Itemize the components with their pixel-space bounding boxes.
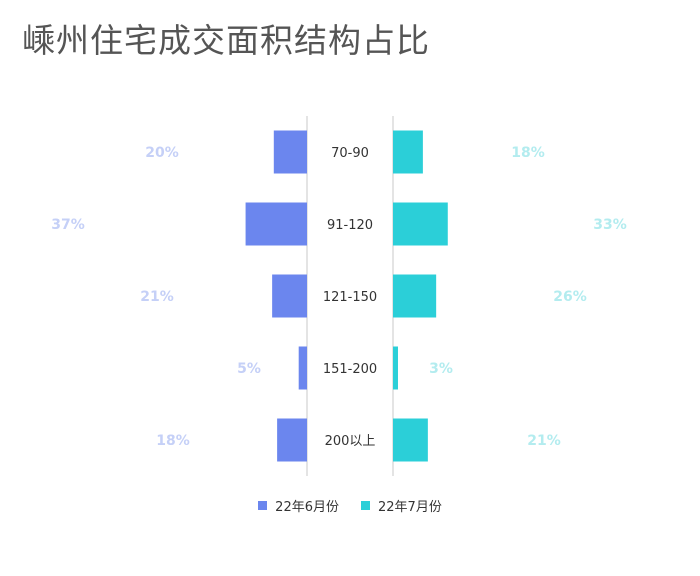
bar-july-2 — [393, 202, 448, 246]
data-label-july-2: 33% — [593, 217, 627, 233]
legend-label-july: 22年7月份 — [378, 500, 442, 515]
bar-june-4 — [298, 346, 307, 390]
bar-july-5 — [393, 418, 428, 462]
data-label-june-1: 20% — [145, 145, 179, 161]
bar-july-3 — [393, 274, 437, 318]
category-label-3: 121-150 — [323, 290, 377, 305]
legend-item-june[interactable]: 22年6月份 — [258, 496, 339, 515]
chart-title: 嵊州住宅成交面积结构占比 — [22, 21, 430, 60]
legend: 22年6月份 22年7月份 — [0, 496, 700, 515]
bar-july-4 — [393, 346, 398, 390]
bar-june-3 — [272, 274, 307, 318]
bar-june-1 — [273, 130, 307, 174]
category-label-4: 151-200 — [323, 362, 377, 377]
category-label-2: 91-120 — [327, 218, 373, 233]
data-label-june-2: 37% — [51, 217, 85, 233]
data-label-july-4: 3% — [429, 361, 453, 377]
butterfly-bar-chart: 70-90 20% 18% 91-120 37% 33% 121-150 21% 26% 151-… — [51, 116, 627, 476]
category-label-1: 70-90 — [331, 146, 369, 161]
data-label-june-5: 18% — [156, 433, 190, 449]
legend-label-june: 22年6月份 — [275, 500, 339, 515]
bar-june-2 — [245, 202, 307, 246]
bar-june-5 — [277, 418, 307, 462]
legend-swatch-june — [258, 501, 268, 510]
legend-item-july[interactable]: 22年7月份 — [361, 496, 442, 515]
data-label-june-4: 5% — [237, 361, 261, 377]
bar-july-1 — [393, 130, 423, 174]
data-label-july-3: 26% — [553, 289, 587, 305]
data-label-july-5: 21% — [527, 433, 561, 449]
data-label-july-1: 18% — [511, 145, 545, 161]
legend-swatch-july — [361, 501, 370, 510]
category-label-5: 200以上 — [325, 434, 376, 449]
data-label-june-3: 21% — [140, 289, 174, 305]
